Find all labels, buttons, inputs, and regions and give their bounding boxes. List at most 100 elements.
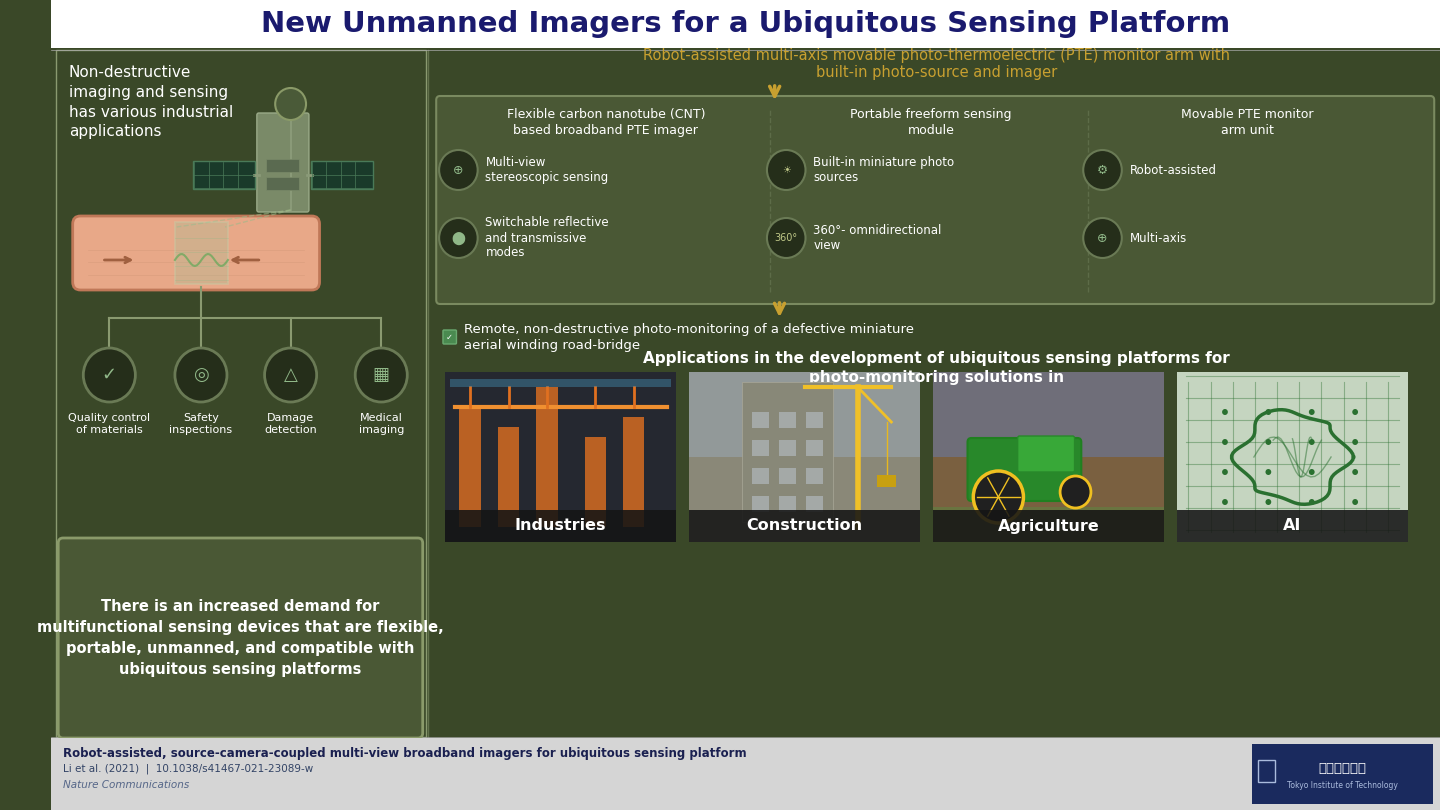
Text: ⊕: ⊕ — [454, 164, 464, 177]
Bar — [742, 382, 834, 522]
Bar — [537, 387, 557, 527]
Bar — [933, 507, 1164, 542]
Circle shape — [275, 88, 307, 120]
FancyBboxPatch shape — [256, 113, 310, 212]
Circle shape — [973, 471, 1024, 523]
Bar — [265, 177, 300, 190]
Text: Non-destructive
imaging and sensing
has various industrial
applications: Non-destructive imaging and sensing has … — [69, 65, 233, 139]
Circle shape — [1309, 439, 1315, 445]
Text: Medical
imaging: Medical imaging — [359, 413, 405, 436]
Bar — [933, 510, 1164, 542]
Bar — [174, 222, 228, 284]
FancyBboxPatch shape — [72, 216, 320, 290]
Text: Multi-axis: Multi-axis — [1129, 232, 1187, 245]
Text: AI: AI — [1283, 518, 1302, 534]
Circle shape — [1352, 469, 1358, 475]
Text: 360°- omnidirectional
view: 360°- omnidirectional view — [814, 224, 942, 252]
Bar — [52, 738, 1440, 810]
Text: Robot-assisted: Robot-assisted — [1129, 164, 1217, 177]
Text: Tokyo Institute of Technology: Tokyo Institute of Technology — [1287, 782, 1398, 791]
Circle shape — [768, 218, 805, 258]
Text: 東京工業大学: 東京工業大学 — [1319, 761, 1367, 774]
Bar — [459, 407, 481, 527]
Text: Movable PTE monitor
arm unit: Movable PTE monitor arm unit — [1181, 108, 1313, 137]
FancyBboxPatch shape — [311, 161, 373, 189]
Circle shape — [1266, 409, 1272, 415]
Text: Built-in miniature photo
sources: Built-in miniature photo sources — [814, 156, 955, 184]
Circle shape — [1223, 499, 1228, 505]
Circle shape — [1352, 499, 1358, 505]
Circle shape — [1060, 476, 1092, 508]
Text: Agriculture: Agriculture — [998, 518, 1099, 534]
Bar — [1176, 510, 1408, 542]
Circle shape — [356, 348, 408, 402]
Circle shape — [439, 218, 478, 258]
Circle shape — [84, 348, 135, 402]
Circle shape — [1223, 409, 1228, 415]
FancyBboxPatch shape — [436, 96, 1434, 304]
Circle shape — [1309, 469, 1315, 475]
Bar — [752, 440, 769, 456]
Bar — [933, 372, 1164, 542]
Bar — [449, 379, 671, 387]
Bar — [805, 468, 822, 484]
Text: ◎: ◎ — [193, 366, 209, 384]
Circle shape — [1266, 469, 1272, 475]
Bar — [752, 412, 769, 428]
Circle shape — [1309, 409, 1315, 415]
Text: Flexible carbon nanotube (CNT)
based broadband PTE imager: Flexible carbon nanotube (CNT) based bro… — [507, 108, 706, 137]
Circle shape — [1223, 469, 1228, 475]
Bar — [1176, 372, 1408, 542]
Text: Nature Communications: Nature Communications — [63, 780, 189, 790]
Text: Remote, non-destructive photo-monitoring of a defective miniature
aerial winding: Remote, non-destructive photo-monitoring… — [464, 322, 914, 352]
Circle shape — [439, 150, 478, 190]
Circle shape — [174, 348, 228, 402]
Circle shape — [1083, 150, 1122, 190]
Bar — [805, 440, 822, 456]
Bar — [1251, 744, 1433, 804]
Bar — [688, 372, 920, 542]
Bar — [805, 496, 822, 512]
Circle shape — [265, 348, 317, 402]
Bar — [445, 510, 677, 542]
Text: Portable freeform sensing
module: Portable freeform sensing module — [850, 108, 1012, 137]
Text: ⬤: ⬤ — [451, 232, 465, 245]
Text: Robot-assisted multi-axis movable photo-thermoelectric (PTE) monitor arm with
bu: Robot-assisted multi-axis movable photo-… — [644, 48, 1230, 80]
Bar — [445, 372, 677, 542]
Bar — [688, 510, 920, 542]
Circle shape — [1266, 499, 1272, 505]
Circle shape — [1083, 218, 1122, 258]
Text: ✓: ✓ — [102, 366, 117, 384]
Text: 360°: 360° — [775, 233, 798, 243]
Bar — [688, 372, 920, 457]
Bar — [752, 496, 769, 512]
Text: Quality control
of materials: Quality control of materials — [68, 413, 150, 436]
Text: Damage
detection: Damage detection — [264, 413, 317, 436]
Circle shape — [1223, 439, 1228, 445]
Text: New Unmanned Imagers for a Ubiquitous Sensing Platform: New Unmanned Imagers for a Ubiquitous Se… — [261, 10, 1230, 38]
Text: ✓: ✓ — [446, 332, 454, 342]
Text: Safety
inspections: Safety inspections — [170, 413, 232, 436]
Bar — [1257, 760, 1274, 782]
Bar — [585, 437, 606, 527]
Text: Robot-assisted, source-camera-coupled multi-view broadband imagers for ubiquitou: Robot-assisted, source-camera-coupled mu… — [63, 747, 747, 760]
Text: Construction: Construction — [746, 518, 863, 534]
Text: △: △ — [284, 366, 298, 384]
Bar — [752, 468, 769, 484]
Bar — [779, 496, 796, 512]
FancyBboxPatch shape — [1018, 436, 1074, 472]
Bar — [56, 50, 426, 737]
Bar — [624, 417, 645, 527]
Text: Industries: Industries — [516, 518, 606, 534]
Bar — [498, 427, 520, 527]
Text: Switchable reflective
and transmissive
modes: Switchable reflective and transmissive m… — [485, 216, 609, 259]
FancyBboxPatch shape — [193, 161, 255, 189]
Bar — [779, 468, 796, 484]
Bar — [265, 159, 300, 172]
Bar — [877, 475, 896, 487]
Text: ▦: ▦ — [373, 366, 390, 384]
Circle shape — [1266, 439, 1272, 445]
Text: Applications in the development of ubiquitous sensing platforms for
photo-monito: Applications in the development of ubiqu… — [644, 351, 1230, 386]
Text: Multi-view
stereoscopic sensing: Multi-view stereoscopic sensing — [485, 156, 609, 184]
Circle shape — [1352, 439, 1358, 445]
